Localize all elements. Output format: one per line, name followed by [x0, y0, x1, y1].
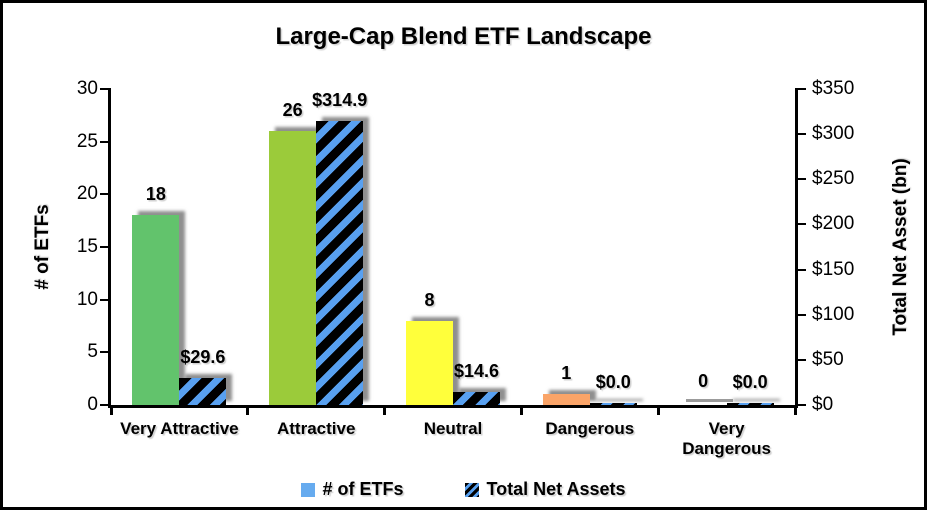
y2-axis-tick-label: $50: [812, 348, 844, 370]
y2-axis-tick: [795, 268, 806, 271]
bar-total-net-assets: [453, 391, 500, 405]
right-axis-title: Total Net Asset (bn): [890, 158, 911, 336]
bar-value-label: $0.0: [595, 372, 631, 392]
bar-value-label: 26: [282, 100, 303, 121]
x-axis-tick: [793, 408, 797, 415]
y-axis-tick-label: 0: [87, 394, 98, 415]
bar-total-net-assets: [316, 120, 364, 405]
y2-axis-tick-label: $350: [812, 78, 855, 99]
category-label: Very Dangerous: [682, 419, 771, 458]
y2-axis-tick-label: $0: [812, 394, 834, 415]
bar-value-label: 8: [424, 289, 435, 310]
legend: # of ETFs Total Net Assets: [3, 479, 924, 500]
x-axis-tick: [246, 408, 250, 415]
y-axis-tick-label: 15: [76, 236, 98, 257]
y2-axis-tick: [795, 133, 806, 136]
bar-value-label: 0: [698, 371, 709, 391]
y2-axis-tick-label: $100: [812, 303, 855, 325]
y2-axis-tick: [795, 313, 806, 316]
y2-axis-tick-label: $300: [812, 123, 855, 145]
plot-area: 0 5 10 15 20 25 30 $0 $50 $100 $150 $200 $250 $300 $35…: [77, 79, 854, 458]
bar-total-net-assets: [726, 403, 774, 405]
y-axis-tick: [100, 140, 111, 143]
bar-num-etfs: [406, 320, 453, 405]
category-label: Neutral: [423, 419, 483, 438]
legend-entry-total-net-assets: Total Net Assets: [465, 479, 626, 500]
y-axis-tick: [100, 351, 111, 354]
bar-num-etfs: [269, 131, 317, 405]
y-axis-tick: [100, 88, 111, 90]
category-label: Dangerous: [545, 419, 635, 438]
zero-bar-shadow: [685, 399, 733, 402]
legend-entry-num-etfs: # of ETFs: [301, 479, 403, 500]
y2-axis-tick: [795, 404, 806, 406]
y-axis-tick: [100, 246, 111, 248]
bar-total-net-assets: [179, 378, 227, 405]
bar-value-label: $314.9: [312, 89, 368, 110]
x-axis-tick: [656, 408, 660, 415]
y2-axis-tick: [795, 223, 806, 226]
y2-axis-tick-label: $150: [812, 258, 855, 280]
legend-label: # of ETFs: [322, 479, 404, 499]
bar-value-label: 1: [561, 363, 572, 384]
y-axis-tick-label: 10: [76, 288, 98, 310]
y2-axis-tick: [795, 358, 806, 361]
legend-swatch-hatch-icon: [465, 482, 480, 497]
y-axis-tick: [100, 404, 111, 406]
bar-value-label: 18: [145, 184, 166, 205]
y-axis-tick: [100, 193, 111, 196]
bar-value-label: $14.6: [453, 360, 500, 381]
bar-total-net-assets: [589, 403, 637, 405]
chart-title: Large-Cap Blend ETF Landscape: [275, 23, 652, 50]
y-axis-tick-label: 30: [76, 78, 98, 99]
x-axis-tick: [383, 408, 387, 415]
y-axis-tick-label: 5: [87, 341, 98, 363]
y2-axis-tick-label: $250: [812, 168, 855, 190]
y-axis-tick: [100, 298, 111, 301]
y2-axis-tick-label: $200: [812, 213, 855, 235]
y2-axis-tick: [795, 178, 806, 181]
legend-swatch-solid-icon: [301, 482, 316, 497]
category-label: Attractive: [276, 419, 356, 438]
y-axis-tick-label: 25: [76, 130, 98, 152]
legend-label: Total Net Assets: [486, 479, 626, 499]
x-axis-tick: [519, 408, 523, 415]
y2-axis-tick: [795, 88, 806, 90]
category-label: Very Attractive: [120, 419, 239, 438]
bar-value-label: $0.0: [732, 372, 768, 392]
bar-num-etfs: [542, 394, 590, 405]
y-axis-tick-label: 20: [76, 183, 98, 205]
bar-value-label: $29.6: [180, 347, 226, 368]
x-axis-tick: [109, 408, 113, 415]
bar-num-etfs: [132, 215, 180, 405]
